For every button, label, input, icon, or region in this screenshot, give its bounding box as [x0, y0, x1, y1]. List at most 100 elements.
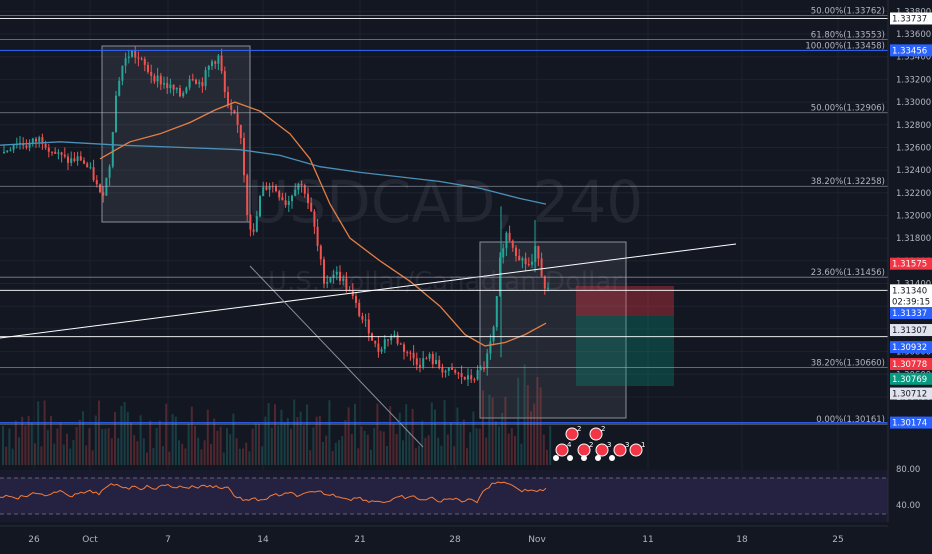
volume-bar — [325, 435, 328, 465]
volume-bar — [312, 427, 315, 465]
volume-bar — [437, 437, 440, 465]
volume-bar — [152, 448, 155, 465]
price-tag-label: 1.31340 — [892, 286, 927, 296]
price-axis-tick-label: 1.32400 — [896, 166, 931, 176]
volume-bar — [146, 452, 148, 465]
candle-body — [300, 183, 303, 186]
volume-bar — [226, 428, 228, 465]
candle-body — [259, 196, 261, 217]
volume-bar — [501, 413, 504, 465]
volume-bar — [488, 394, 491, 465]
volume-bar — [197, 437, 200, 465]
candle-body — [409, 352, 412, 354]
candle-body — [447, 367, 450, 371]
fib-level-label: 0.00%(1.30161) — [816, 415, 885, 425]
candle-body — [147, 64, 149, 72]
candle-body — [460, 373, 463, 377]
volume-bar — [469, 432, 472, 465]
volume-bar — [123, 402, 126, 465]
volume-bar — [494, 421, 497, 465]
candle-body — [83, 160, 85, 164]
range-box-early — [101, 45, 251, 223]
candle-body — [329, 278, 332, 283]
volume-bar — [395, 434, 398, 465]
price-axis-tick-label: 1.32800 — [896, 121, 931, 131]
volume-bar — [222, 452, 225, 465]
candle-body — [191, 79, 194, 81]
volume-bar — [206, 409, 209, 465]
candle-body — [332, 274, 335, 279]
event-marker: 4 — [555, 441, 572, 457]
price-tag-label: 1.31575 — [892, 260, 927, 270]
time-axis-label: 25 — [832, 535, 843, 545]
volume-bar — [478, 428, 481, 465]
volume-bar — [370, 449, 372, 465]
volume-bar — [363, 430, 366, 465]
volume-bar — [139, 415, 142, 465]
event-marker-count: 3 — [625, 441, 629, 449]
event-marker: 2 — [565, 425, 581, 441]
candle-body — [508, 232, 511, 241]
volume-bar — [542, 434, 545, 465]
volume-bar — [126, 411, 129, 465]
candle-body — [182, 92, 185, 97]
candle-body — [44, 143, 47, 148]
price-axis-tick-label: 1.33200 — [896, 75, 931, 85]
price-axis-tick-label: 1.33600 — [896, 30, 931, 40]
time-axis-label: 26 — [28, 535, 40, 545]
candle-body — [390, 335, 393, 341]
volume-bar — [293, 399, 296, 465]
volume-bar — [517, 377, 520, 465]
volume-bar — [267, 403, 270, 465]
volume-bar — [456, 407, 459, 465]
candle-body — [278, 191, 281, 198]
price-tag-label: 02:39:15 — [892, 298, 930, 308]
volume-bar — [405, 404, 408, 465]
candle-body — [223, 71, 226, 93]
price-tag: 1.30778 — [890, 358, 932, 371]
price-tag: 02:39:15 — [890, 295, 932, 308]
candle-body — [547, 287, 549, 289]
candle-body — [60, 152, 63, 155]
price-tag-background — [890, 341, 932, 354]
volume-bar — [69, 448, 72, 465]
candle-body — [470, 375, 473, 380]
fib-level-label: 23.60%(1.31456) — [811, 268, 885, 278]
volume-bar — [286, 418, 289, 465]
volume-bar — [11, 448, 14, 465]
volume-bar — [462, 419, 465, 465]
candle-body — [515, 247, 517, 256]
volume-bar — [94, 415, 97, 465]
candle-body — [499, 257, 501, 297]
candle-body — [118, 80, 121, 96]
volume-bar — [59, 422, 62, 465]
volume-bar — [341, 436, 344, 465]
volume-bar — [418, 445, 420, 465]
time-axis-label: 7 — [165, 535, 171, 545]
candle-body — [211, 61, 213, 67]
price-tag-label: 1.33456 — [892, 46, 927, 56]
event-marker-count: 3 — [607, 441, 611, 449]
candle-body — [95, 180, 98, 185]
volume-bar — [117, 438, 120, 465]
candle-body — [156, 75, 159, 82]
candle-body — [364, 319, 367, 321]
volume-bar — [309, 450, 312, 465]
candle-body — [159, 75, 162, 85]
volume-bar — [158, 420, 161, 465]
candle-body — [76, 156, 79, 162]
volume-bar — [120, 405, 123, 465]
volume-bar — [398, 412, 401, 465]
candle-body — [444, 370, 447, 373]
price-axis-tick-label: 1.32200 — [896, 189, 931, 199]
candle-body — [233, 109, 236, 114]
volume-bar — [62, 444, 65, 465]
volume-bar — [40, 446, 43, 465]
volume-bar — [427, 435, 430, 465]
candle-body — [252, 229, 255, 232]
candle-body — [262, 187, 265, 197]
candle-body — [361, 315, 364, 320]
candle-body — [492, 327, 495, 342]
